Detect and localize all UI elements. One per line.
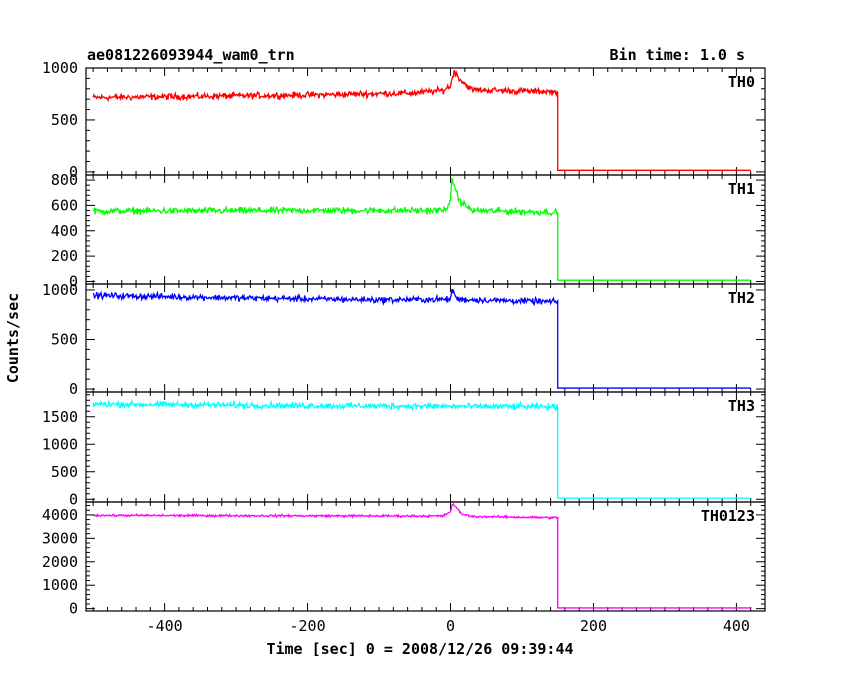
panel-frame	[85, 174, 766, 285]
series-line-th1	[92, 177, 751, 281]
panels: 0 500 1000 TH0 0 200 400 600 800 TH1 0 500 1000 TH2 0 5…	[42, 59, 766, 618]
y-tick-label: 1000	[42, 576, 78, 594]
y-tick-label: 0	[69, 600, 78, 618]
y-tick-label: 800	[51, 171, 78, 189]
y-tick-label: 0	[69, 490, 78, 508]
series-label: TH3	[728, 397, 755, 415]
y-tick-label: 500	[51, 330, 78, 348]
panel-frame	[85, 391, 766, 503]
series-line-th3	[92, 398, 751, 499]
panel-frame	[85, 501, 766, 612]
panel-frame	[85, 67, 766, 176]
y-tick-label: 600	[51, 196, 78, 214]
y-tick-label: 2000	[42, 553, 78, 571]
x-tick-label: -400	[147, 617, 183, 635]
y-tick-label: 500	[51, 463, 78, 481]
series-line-th0123	[92, 503, 751, 609]
y-tick-label: 1000	[42, 281, 78, 299]
bin-time-label: Bin time: 1.0 s	[610, 46, 745, 64]
figure-title: ae081226093944_wam0_trn	[87, 46, 295, 64]
series-label: TH2	[728, 289, 755, 307]
y-tick-label: 1000	[42, 59, 78, 77]
y-axis-label: Counts/sec	[4, 293, 22, 383]
panel-th0123: 0 1000 2000 3000 4000 TH0123	[42, 501, 766, 618]
series-label: TH0	[728, 73, 755, 91]
panel-th3: 0 500 1000 1500 TH3	[42, 391, 766, 508]
y-tick-label: 0	[69, 272, 78, 290]
panel-th2: 0 500 1000 TH2	[42, 281, 766, 398]
series-label: TH1	[728, 180, 755, 198]
y-tick-label: 400	[51, 222, 78, 240]
y-tick-label: 1500	[42, 408, 78, 426]
y-tick-label: 0	[69, 163, 78, 181]
y-tick-label: 500	[51, 111, 78, 129]
x-tick-label: 400	[723, 617, 750, 635]
panel-th1: 0 200 400 600 800 TH1	[51, 171, 766, 290]
x-tick-label: 0	[446, 617, 455, 635]
series-line-th2	[92, 288, 751, 389]
x-axis: -400 -200 0 200 400	[147, 617, 750, 635]
series-label: TH0123	[701, 507, 755, 525]
y-tick-label: 0	[69, 380, 78, 398]
x-tick-label: -200	[290, 617, 326, 635]
y-tick-label: 4000	[42, 506, 78, 524]
y-tick-label: 3000	[42, 529, 78, 547]
x-axis-label: Time [sec] 0 = 2008/12/26 09:39:44	[266, 640, 573, 658]
x-tick-label: 200	[580, 617, 607, 635]
panel-th0: 0 500 1000 TH0	[42, 59, 766, 181]
series-line-th0	[92, 69, 751, 171]
y-tick-label: 1000	[42, 435, 78, 453]
y-tick-label: 200	[51, 247, 78, 265]
